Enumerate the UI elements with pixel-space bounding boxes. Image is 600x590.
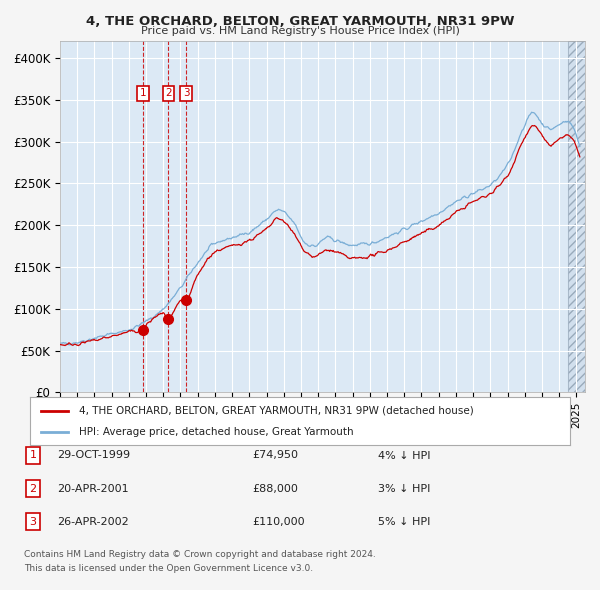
Text: £74,950: £74,950 xyxy=(252,451,298,460)
Bar xyxy=(568,41,587,392)
Text: 26-APR-2002: 26-APR-2002 xyxy=(57,517,129,526)
Text: This data is licensed under the Open Government Licence v3.0.: This data is licensed under the Open Gov… xyxy=(24,565,313,573)
Text: 5% ↓ HPI: 5% ↓ HPI xyxy=(378,517,430,526)
Text: £110,000: £110,000 xyxy=(252,517,305,526)
Text: 1: 1 xyxy=(140,88,146,98)
Text: 1: 1 xyxy=(29,451,37,460)
Text: 4% ↓ HPI: 4% ↓ HPI xyxy=(378,451,431,460)
Text: 4, THE ORCHARD, BELTON, GREAT YARMOUTH, NR31 9PW: 4, THE ORCHARD, BELTON, GREAT YARMOUTH, … xyxy=(86,15,514,28)
Text: 29-OCT-1999: 29-OCT-1999 xyxy=(57,451,130,460)
Text: Price paid vs. HM Land Registry's House Price Index (HPI): Price paid vs. HM Land Registry's House … xyxy=(140,26,460,36)
Text: 3% ↓ HPI: 3% ↓ HPI xyxy=(378,484,430,493)
Text: HPI: Average price, detached house, Great Yarmouth: HPI: Average price, detached house, Grea… xyxy=(79,427,353,437)
Text: 3: 3 xyxy=(29,517,37,526)
Text: 20-APR-2001: 20-APR-2001 xyxy=(57,484,128,493)
Text: £88,000: £88,000 xyxy=(252,484,298,493)
Text: 3: 3 xyxy=(182,88,190,98)
Text: 2: 2 xyxy=(165,88,172,98)
Text: Contains HM Land Registry data © Crown copyright and database right 2024.: Contains HM Land Registry data © Crown c… xyxy=(24,550,376,559)
Text: 4, THE ORCHARD, BELTON, GREAT YARMOUTH, NR31 9PW (detached house): 4, THE ORCHARD, BELTON, GREAT YARMOUTH, … xyxy=(79,405,473,415)
Bar xyxy=(568,41,587,392)
Text: 2: 2 xyxy=(29,484,37,493)
